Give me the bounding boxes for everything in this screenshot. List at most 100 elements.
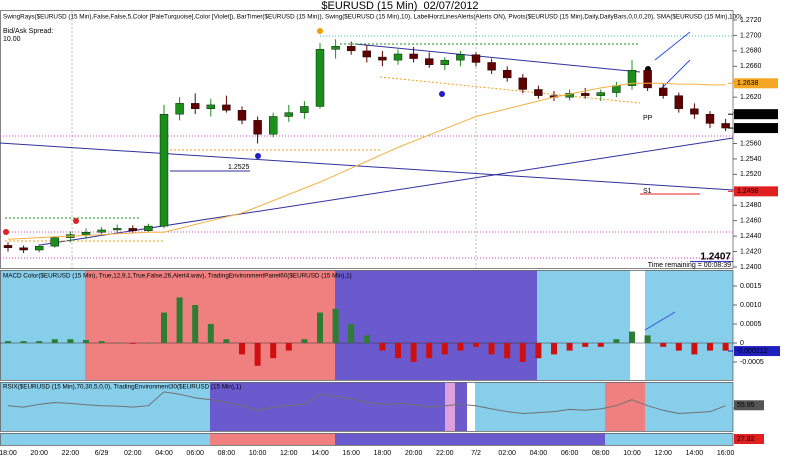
indicator-header: SwingRays($EURUSD (15 Min),False,False,5… [3, 14, 742, 21]
bottom-zones [0, 433, 733, 445]
bar [114, 343, 121, 344]
bar [129, 343, 136, 344]
rsi-frame [0, 382, 734, 432]
x-tick-label: 06:00 [186, 450, 204, 457]
x-tick-label: 04:00 [155, 450, 173, 457]
annotation: S1 [643, 188, 652, 195]
y-tick-label: 0 [740, 340, 744, 347]
bar [363, 335, 370, 343]
bar [395, 343, 401, 359]
x-tick-label: 20:00 [30, 450, 48, 457]
x-tick-label: 18:00 [374, 450, 392, 457]
x-tick-label: 02:00 [498, 450, 516, 457]
bar [519, 343, 526, 362]
value-tag-label: 55.95 [737, 402, 755, 409]
swing-marker [73, 218, 79, 224]
bar [254, 343, 261, 366]
x-tick-label: 6/29 [95, 450, 109, 457]
zone [0, 382, 210, 431]
zone [605, 433, 733, 445]
frames [0, 10, 734, 446]
candle-body [190, 103, 200, 109]
bar [660, 343, 667, 347]
y-tick-label: 0.0015 [740, 283, 762, 290]
x-tick-label: 12:00 [654, 450, 672, 457]
swing-marker [317, 28, 323, 34]
arrow [644, 311, 676, 331]
y-tick-label: 1.2620 [740, 94, 762, 101]
x-tick-label: 02:00 [124, 450, 142, 457]
zone [645, 270, 733, 380]
candle-body [393, 53, 403, 61]
value-tag-label: 27.82 [737, 436, 755, 443]
y-tick-label: 1.2700 [740, 32, 762, 39]
zone [455, 382, 467, 431]
candle-body [487, 62, 496, 71]
bar [301, 339, 308, 343]
bar [410, 343, 417, 362]
x-tick-label: 18:00 [0, 450, 17, 457]
x-tick-label: 22:00 [436, 450, 454, 457]
candle-body [19, 247, 28, 251]
y-tick-label: 0.0010 [740, 302, 762, 309]
candle-body [378, 56, 387, 61]
bar [722, 343, 729, 351]
bar [20, 341, 27, 343]
bar [285, 343, 292, 351]
price-tag [734, 186, 778, 197]
y-tick-label: 1.2680 [740, 48, 762, 55]
bar [504, 343, 511, 359]
bar [379, 343, 386, 351]
zone [445, 382, 455, 431]
candle-body [128, 228, 138, 231]
candle-body [471, 54, 481, 63]
zone [0, 270, 85, 380]
bar [270, 343, 277, 359]
candle-body [721, 123, 730, 129]
candle-body [315, 49, 325, 107]
zone [645, 382, 733, 431]
x-tick-label: 10:00 [623, 450, 641, 457]
y-tick-label: 0.0005 [740, 321, 762, 328]
candle-body [237, 110, 247, 121]
candle-body [253, 120, 262, 135]
value-tag-label: -0.000212 [736, 348, 768, 355]
candle-body [627, 69, 637, 86]
x-tick-label: 22:00 [62, 450, 80, 457]
price-tag-label: 1.2580 [737, 125, 759, 132]
annotation: PP [643, 115, 653, 122]
y-tick-label: 1.2560 [740, 140, 762, 147]
x-tick-label: 06:00 [561, 450, 579, 457]
y-tick-label: 1.2540 [740, 156, 762, 163]
bar [707, 343, 713, 351]
bar [691, 343, 698, 355]
bar [613, 339, 620, 343]
price-tag-label: 1.2498 [737, 188, 759, 195]
bar [5, 341, 11, 343]
last-price: 1.2407 [700, 252, 731, 263]
price-tag [734, 78, 778, 89]
swing-dots [379, 76, 641, 104]
x-tick-label: 16:00 [717, 450, 735, 457]
candle-body [503, 69, 512, 79]
x-tick-label: 10:00 [249, 450, 267, 457]
macd-frame [0, 270, 734, 381]
candle-body [690, 108, 699, 115]
y-tick-label: 1.2400 [740, 264, 762, 271]
bar [51, 339, 58, 343]
bar [317, 312, 323, 343]
bar [457, 343, 464, 351]
bar [426, 343, 433, 359]
bar [488, 343, 495, 355]
swing-marker [255, 153, 261, 159]
bar [582, 343, 589, 347]
bar [441, 343, 448, 355]
bar [67, 339, 74, 343]
candle-body [643, 69, 652, 89]
candle-body [144, 225, 153, 231]
candle-body [159, 113, 169, 227]
bar [239, 343, 245, 355]
bar [176, 297, 183, 343]
swing-marker [439, 91, 445, 97]
chart-title: $EURUSD (15 Min) 02/07/2012 [321, 0, 478, 12]
